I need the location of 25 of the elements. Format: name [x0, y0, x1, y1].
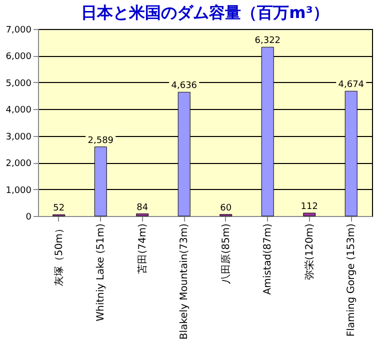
x-tick-label: Blakely Mountain(73m)	[179, 223, 190, 340]
y-tick-label: 5,000	[6, 78, 32, 89]
y-tick-label: 1,000	[6, 186, 32, 196]
x-tick-label: Whitniy Lake (51m)	[96, 223, 107, 322]
y-tick-label: 0	[26, 212, 32, 222]
data-label: 84	[136, 202, 148, 213]
x-tick-label: 灰塚（50m）	[52, 224, 65, 286]
x-tick-label: 苫田(74m)	[136, 223, 148, 274]
data-label: 52	[53, 204, 65, 214]
data-label: 2,589	[88, 136, 114, 146]
data-label: 112	[300, 202, 318, 212]
x-tick-label: 八田原(85m)	[220, 223, 232, 284]
x-tick-label: Flaming Gorge (153m)	[346, 223, 358, 337]
data-label: 60	[220, 203, 232, 214]
data-label: 4,674	[338, 80, 364, 90]
x-tick-label: Amistad(87m)	[262, 223, 274, 295]
y-tick-label: 2,000	[6, 159, 32, 170]
x-tick-label: 弥栄(120m)	[303, 223, 316, 280]
data-label: 4,636	[171, 81, 198, 92]
y-tick-label: 7,000	[6, 26, 32, 36]
y-tick-label: 6,000	[6, 52, 32, 62]
y-tick-label: 4,000	[6, 106, 32, 116]
chart-title: 日本と米国のダム容量（百万m³）	[81, 3, 329, 22]
y-tick-label: 3,000	[6, 132, 32, 142]
data-label: 6,322	[254, 36, 281, 46]
